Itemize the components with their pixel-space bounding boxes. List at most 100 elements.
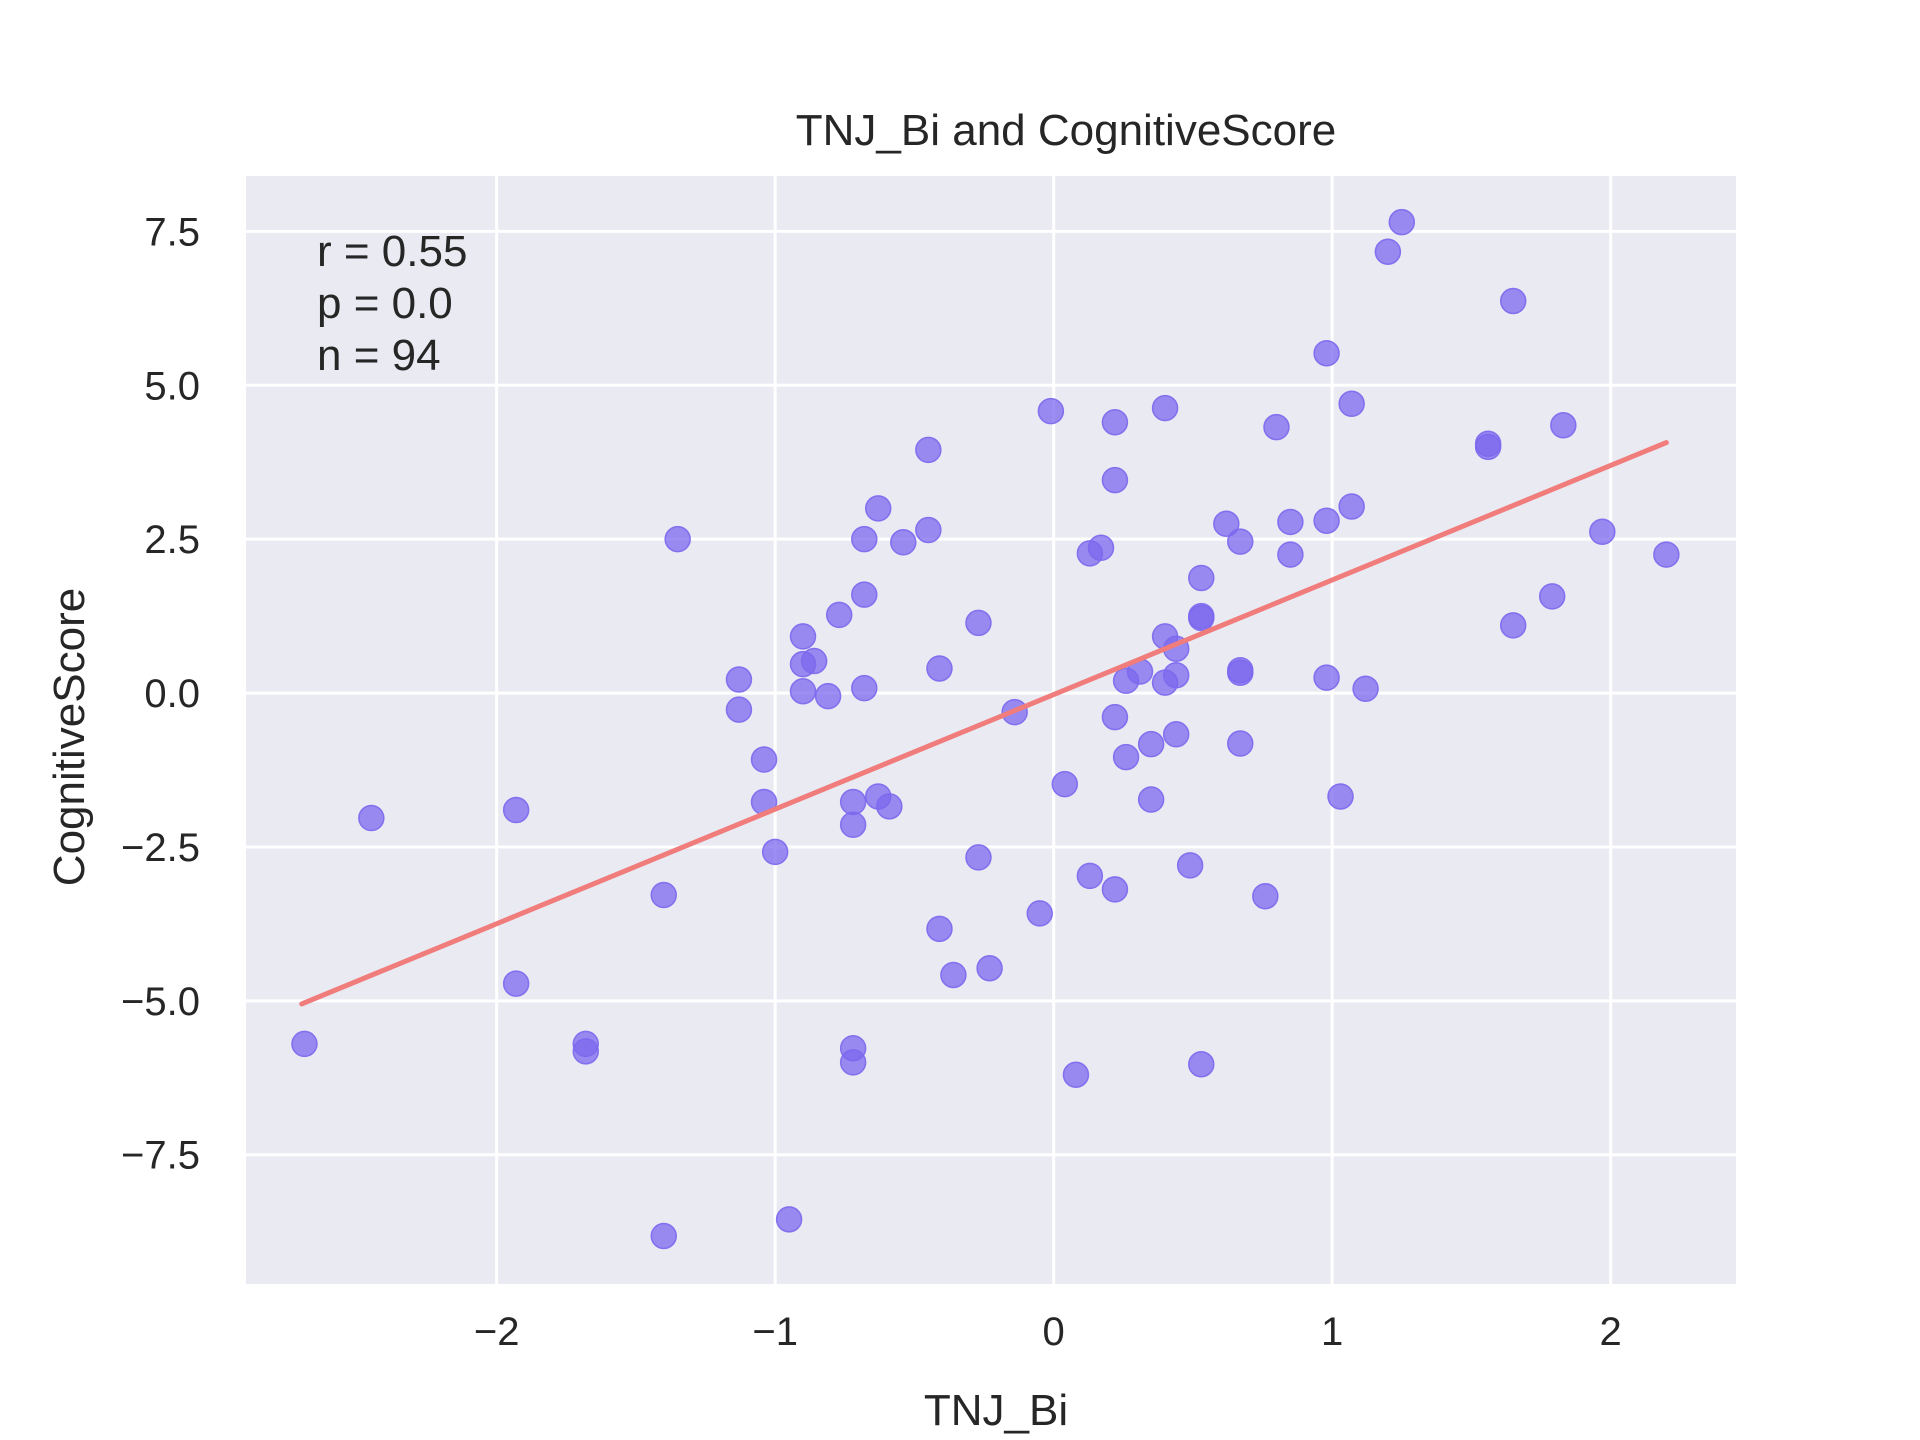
data-point bbox=[864, 495, 892, 522]
data-point bbox=[1313, 340, 1340, 367]
data-point bbox=[291, 1030, 318, 1058]
data-point bbox=[1352, 675, 1379, 703]
stat-r: r = 0.55 bbox=[317, 227, 467, 276]
y-tick-label: 5.0 bbox=[144, 364, 200, 408]
data-point bbox=[1162, 661, 1190, 689]
stat-n: n = 94 bbox=[317, 331, 441, 380]
regression-line bbox=[299, 440, 1669, 1007]
data-point bbox=[1313, 664, 1340, 691]
x-tick-label: −2 bbox=[474, 1310, 520, 1354]
data-point bbox=[1474, 433, 1502, 461]
data-point bbox=[926, 915, 953, 943]
data-point bbox=[1499, 612, 1527, 639]
data-point bbox=[664, 525, 691, 553]
data-point bbox=[1327, 783, 1354, 810]
data-point bbox=[1313, 507, 1340, 534]
data-point bbox=[1277, 508, 1304, 536]
data-point bbox=[1227, 730, 1254, 757]
data-point bbox=[851, 581, 878, 608]
data-point bbox=[789, 623, 817, 650]
data-point bbox=[965, 609, 992, 637]
data-point bbox=[926, 655, 953, 682]
x-tick-label: 1 bbox=[1321, 1310, 1343, 1354]
data-point bbox=[572, 1038, 600, 1065]
data-point bbox=[358, 804, 385, 832]
x-tick-label: 2 bbox=[1600, 1310, 1622, 1354]
data-point bbox=[1499, 287, 1527, 315]
y-tick-label: 2.5 bbox=[144, 518, 200, 562]
plot-area bbox=[246, 176, 1736, 1284]
data-point bbox=[1589, 518, 1616, 546]
data-point bbox=[750, 746, 778, 773]
data-point bbox=[1087, 534, 1115, 562]
data-point bbox=[851, 525, 878, 553]
data-point bbox=[1101, 408, 1129, 436]
data-point bbox=[789, 677, 817, 705]
data-point bbox=[814, 682, 842, 710]
data-point bbox=[1101, 876, 1129, 903]
data-point bbox=[650, 1222, 678, 1250]
data-point bbox=[725, 696, 753, 723]
data-point bbox=[915, 516, 942, 544]
x-tick-label: −1 bbox=[752, 1310, 798, 1354]
data-point bbox=[825, 601, 853, 629]
data-point bbox=[1374, 238, 1402, 265]
chart-title: TNJ_Bi and CognitiveScore bbox=[796, 106, 1336, 155]
y-tick-labels: −7.5 −5.0 −2.5 0.0 2.5 5.0 7.5 bbox=[121, 210, 200, 1177]
data-point bbox=[976, 954, 1003, 982]
data-point bbox=[1051, 770, 1079, 798]
data-point bbox=[1338, 493, 1365, 520]
data-point bbox=[761, 838, 789, 866]
data-point bbox=[775, 1206, 803, 1233]
data-point bbox=[876, 793, 903, 820]
data-point bbox=[1037, 397, 1065, 425]
data-point bbox=[1101, 703, 1129, 731]
data-point bbox=[1188, 604, 1215, 632]
y-axis-label: CognitiveScore bbox=[45, 588, 94, 886]
data-point bbox=[915, 436, 942, 464]
y-tick-label: 7.5 bbox=[144, 210, 200, 254]
data-point bbox=[1550, 412, 1577, 439]
data-point bbox=[1338, 390, 1365, 418]
data-point bbox=[839, 811, 867, 839]
data-point bbox=[1213, 510, 1240, 538]
data-point bbox=[839, 1049, 867, 1076]
data-point bbox=[1263, 413, 1290, 441]
data-point bbox=[1188, 1050, 1215, 1078]
x-axis-label: TNJ_Bi bbox=[924, 1386, 1068, 1435]
data-point bbox=[851, 674, 878, 702]
data-point bbox=[1388, 208, 1416, 236]
data-point bbox=[1101, 466, 1129, 494]
data-point bbox=[502, 796, 530, 824]
data-point bbox=[1538, 583, 1566, 610]
data-point bbox=[1062, 1061, 1090, 1088]
data-point bbox=[650, 881, 678, 909]
data-point bbox=[1137, 786, 1165, 813]
data-point bbox=[839, 788, 867, 816]
data-point bbox=[1227, 528, 1254, 555]
data-point bbox=[1252, 882, 1279, 910]
y-tick-label: 0.0 bbox=[144, 672, 200, 716]
data-point bbox=[1227, 659, 1254, 687]
data-points bbox=[291, 208, 1680, 1250]
stat-p: p = 0.0 bbox=[317, 279, 453, 328]
data-point bbox=[800, 647, 828, 675]
data-point bbox=[1137, 730, 1165, 758]
data-point bbox=[1112, 743, 1140, 771]
data-point bbox=[1653, 541, 1680, 568]
data-point bbox=[1076, 862, 1104, 890]
data-point bbox=[1151, 394, 1179, 422]
data-point bbox=[890, 529, 917, 556]
data-point bbox=[725, 666, 753, 693]
data-point bbox=[502, 970, 530, 997]
y-tick-label: −5.0 bbox=[121, 980, 200, 1024]
y-tick-label: −2.5 bbox=[121, 826, 200, 870]
x-tick-label: 0 bbox=[1043, 1310, 1065, 1354]
data-point bbox=[965, 844, 992, 871]
data-point bbox=[1162, 721, 1190, 748]
data-point bbox=[1026, 900, 1053, 927]
data-point bbox=[1277, 541, 1304, 568]
data-point bbox=[1176, 852, 1204, 879]
y-tick-label: −7.5 bbox=[121, 1134, 200, 1178]
